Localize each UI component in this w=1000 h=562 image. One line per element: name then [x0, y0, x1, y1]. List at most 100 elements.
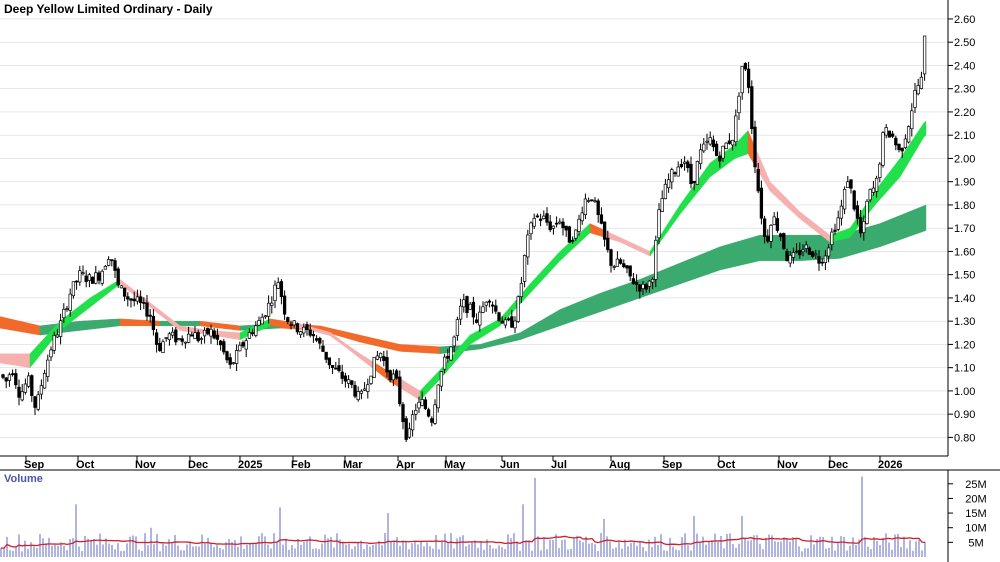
ma-long-segment [103, 319, 107, 328]
ma-long-segment [729, 243, 733, 268]
ma-long-segment [703, 252, 707, 276]
ma-long-segment [87, 320, 91, 330]
ma-long-segment [431, 346, 435, 354]
ma-long-segment [399, 344, 403, 352]
ma-long-segment [25, 322, 29, 334]
ma-short-segment [87, 297, 91, 310]
ma-long-segment [141, 319, 145, 327]
ma-short-segment [413, 386, 417, 399]
candle-body [871, 187, 876, 193]
ma-long-segment [877, 223, 881, 248]
ma-short-segment [321, 329, 325, 335]
ma-long-segment [557, 309, 561, 327]
ma-short-segment [897, 157, 901, 180]
ma-short-segment [785, 197, 789, 209]
ma-short-segment [587, 223, 591, 236]
candle-body [887, 130, 892, 138]
candle-body [554, 222, 559, 225]
ma-long-segment [125, 318, 129, 327]
candle-body [404, 418, 408, 440]
ma-long-segment [19, 320, 23, 333]
candle-body [202, 329, 207, 337]
ma-long-segment [207, 321, 211, 328]
ma-short-segment [327, 331, 331, 336]
ma-long-segment [89, 320, 93, 330]
ma-short-segment [105, 286, 109, 296]
ma-long-segment [493, 339, 497, 347]
ma-long-segment [519, 331, 523, 341]
ma-short-segment [427, 379, 431, 393]
ma-long-segment [563, 306, 567, 325]
ma-long-segment [205, 321, 209, 327]
ma-long-segment [739, 240, 743, 266]
price-tick-label: 1.00 [954, 386, 975, 398]
candle-body [478, 311, 482, 326]
ma-short-segment [75, 306, 79, 319]
ma-long-segment [599, 292, 603, 313]
ma-short-segment [95, 292, 99, 303]
ma-long-segment [37, 325, 41, 336]
candle-body [350, 380, 354, 385]
candle-body [750, 86, 754, 130]
ma-long-segment [135, 319, 139, 327]
ma-long-segment [217, 323, 221, 329]
ma-long-segment [97, 319, 101, 329]
candle-body [468, 303, 472, 310]
ma-short-segment [555, 253, 559, 266]
ma-long-segment [607, 289, 611, 310]
ma-long-segment [753, 236, 757, 263]
ma-long-segment [475, 344, 479, 350]
ma-long-segment [29, 323, 33, 334]
ma-long-segment [589, 296, 593, 316]
candle-body [23, 383, 28, 393]
candle-body [49, 349, 53, 358]
ma-long-segment [867, 226, 871, 251]
ma-short-segment [415, 388, 419, 400]
candle-body [151, 315, 156, 331]
candle-body [510, 316, 514, 328]
ma-long-segment [873, 224, 877, 249]
ma-short-segment [847, 227, 851, 239]
candle-body [119, 285, 124, 289]
ma-short-segment [103, 287, 107, 297]
candle-body [769, 225, 773, 242]
ma-short-segment [109, 283, 113, 293]
ma-short-segment [711, 159, 715, 176]
ma-long-segment [695, 255, 699, 279]
ma-long-segment [413, 345, 417, 353]
price-tick-label: 1.70 [954, 223, 975, 235]
ma-short-segment [699, 173, 703, 190]
ma-long-segment [697, 254, 701, 278]
volume-panel: 5M 10M 15M 20M 25M Volume [0, 473, 987, 557]
ma-long-segment [113, 318, 117, 327]
candle-body [353, 385, 357, 397]
candle-body [410, 414, 415, 431]
ma-long-segment [111, 318, 115, 327]
ma-long-segment [71, 321, 75, 332]
candle-body [135, 296, 140, 302]
ma-short-segment [625, 239, 629, 247]
ma-short-segment [17, 353, 21, 367]
ma-short-segment [423, 384, 427, 397]
ma-long-segment [357, 334, 361, 343]
ma-short-segment [185, 326, 189, 332]
candle-body [538, 218, 543, 221]
ma-short-segment [435, 371, 439, 384]
candle-body [314, 338, 319, 341]
ma-long-segment [745, 238, 749, 265]
ma-long-segment [505, 336, 509, 344]
candle-body [689, 163, 693, 185]
candle-body [759, 187, 764, 219]
ma-short-segment [915, 130, 919, 151]
ma-short-segment [65, 314, 69, 327]
ma-short-segment [879, 181, 883, 200]
ma-long-segment [203, 321, 207, 327]
candle-body [638, 284, 642, 292]
ma-long-segment [623, 283, 627, 304]
candle-body [698, 149, 703, 165]
ma-long-segment [189, 320, 193, 327]
candle-body [788, 254, 792, 264]
ma-short-segment [283, 320, 287, 328]
candle-body [570, 239, 575, 242]
